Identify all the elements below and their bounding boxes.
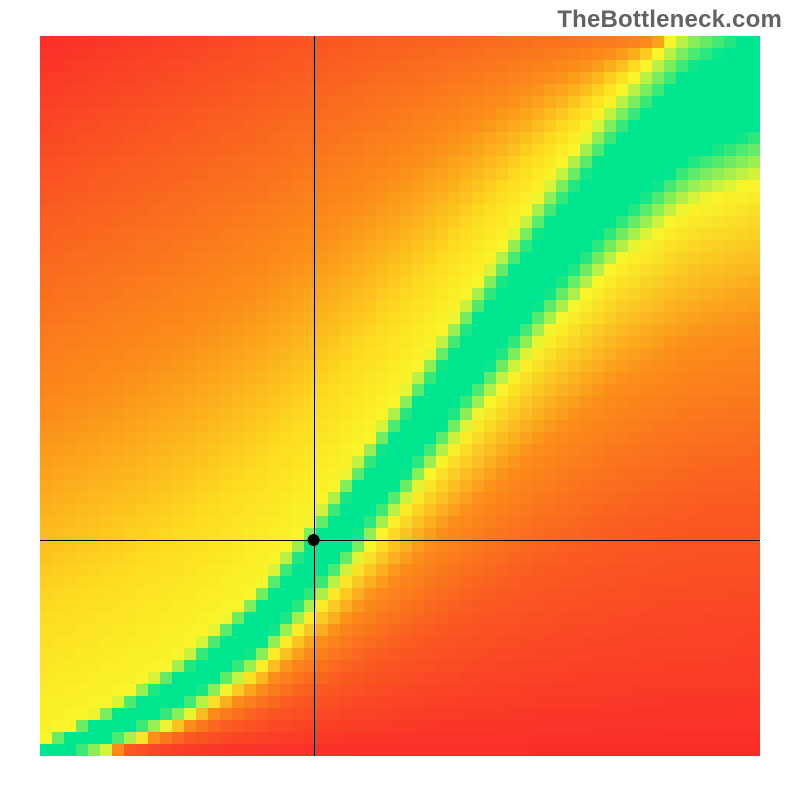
crosshair-overlay (40, 36, 760, 756)
heatmap-plot (40, 36, 760, 756)
watermark-text: TheBottleneck.com (557, 6, 782, 34)
